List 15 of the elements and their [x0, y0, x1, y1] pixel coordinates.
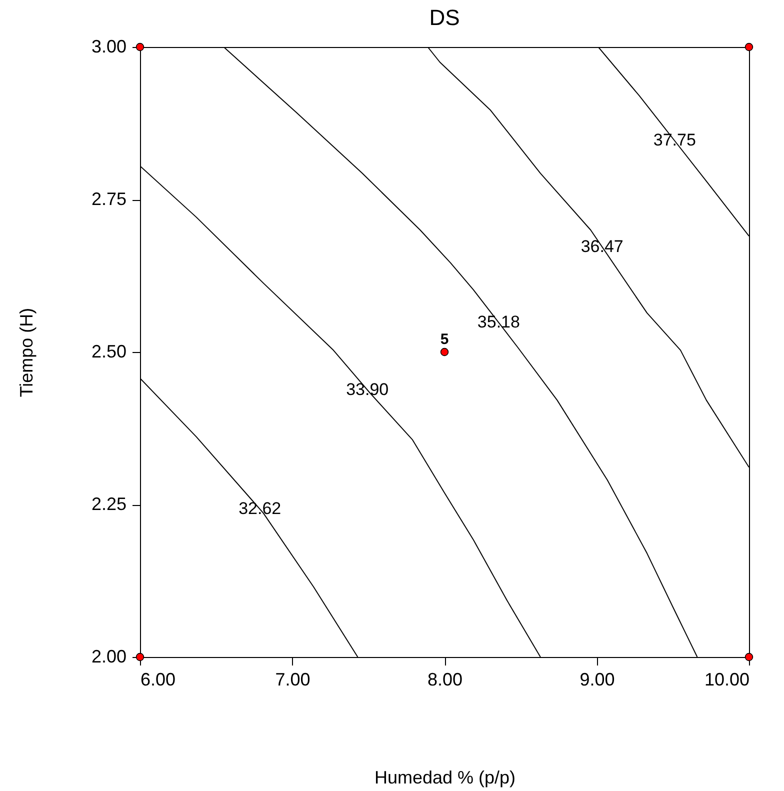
x-tick-label: 8.00: [427, 670, 463, 690]
y-tick-label: 2.00: [91, 646, 126, 666]
y-axis-title: Tiempo (H): [16, 308, 36, 398]
x-tick-label: 6.00: [140, 670, 176, 690]
x-tick-label: 10.00: [704, 670, 750, 690]
chart-title: DS: [429, 5, 460, 30]
line-series: [140, 165, 541, 657]
x-tick-label: 7.00: [275, 670, 310, 690]
y-tick-label: 2.25: [91, 494, 126, 514]
x-axis-title: Humedad % (p/p): [374, 768, 516, 788]
y-tick-label: 3.00: [91, 36, 126, 56]
annotation: 5: [440, 331, 449, 348]
x-tick-label: 9.00: [580, 670, 615, 690]
y-tick-label: 2.75: [91, 189, 126, 209]
y-tick-label: 2.50: [91, 342, 126, 362]
